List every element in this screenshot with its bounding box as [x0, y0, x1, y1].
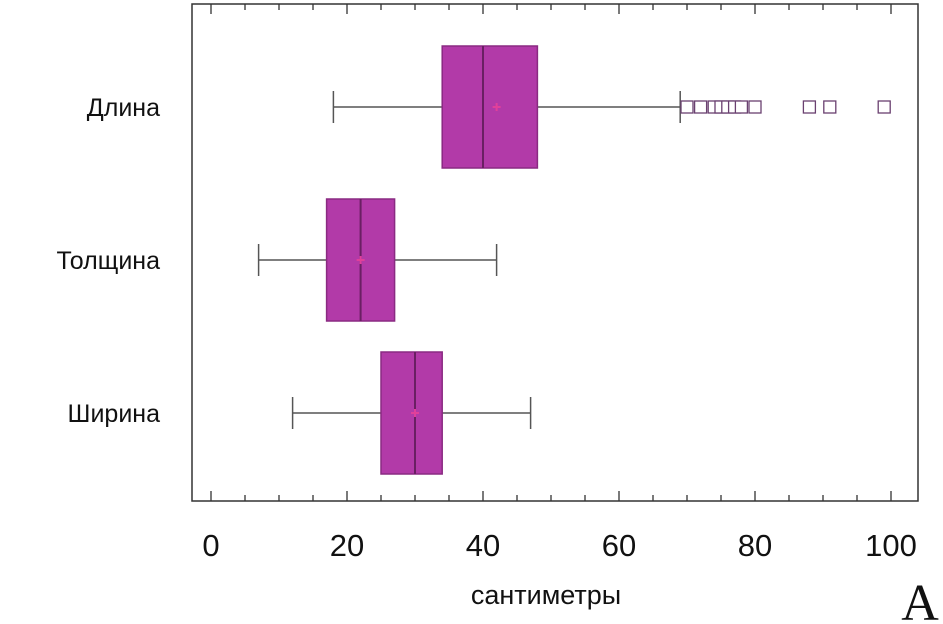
x-axis-title: сантиметры	[471, 580, 621, 610]
category-label: Толщина	[56, 247, 160, 275]
outlier-point	[823, 100, 837, 114]
x-tick-label: 20	[330, 528, 364, 563]
mean-marker	[492, 103, 501, 111]
outlier-point	[680, 100, 694, 114]
mean-marker	[356, 256, 365, 264]
boxes-layer: Длина Толщина Ширина	[56, 45, 891, 475]
box-group-1: Толщина	[56, 198, 498, 322]
x-axis: 0 20 40 60 80 100	[202, 4, 917, 563]
plot-frame	[191, 3, 919, 502]
mean-marker	[411, 409, 419, 417]
x-tick-label: 100	[865, 528, 917, 563]
x-tick-label: 80	[738, 528, 772, 563]
outlier-point	[802, 100, 817, 114]
panel-label: A	[901, 575, 939, 624]
iqr-box	[441, 45, 539, 169]
x-tick-label: 0	[202, 528, 219, 563]
outlier-point	[748, 100, 762, 114]
box-group-0: Длина	[87, 45, 891, 169]
x-tick-label: 40	[466, 528, 500, 563]
outlier-point	[734, 100, 749, 114]
box-group-2: Ширина	[68, 351, 532, 475]
outlier-point	[877, 100, 891, 114]
outlier-point	[693, 100, 708, 114]
category-label: Ширина	[68, 400, 161, 428]
category-label: Длина	[87, 94, 160, 122]
x-tick-label: 60	[602, 528, 636, 563]
